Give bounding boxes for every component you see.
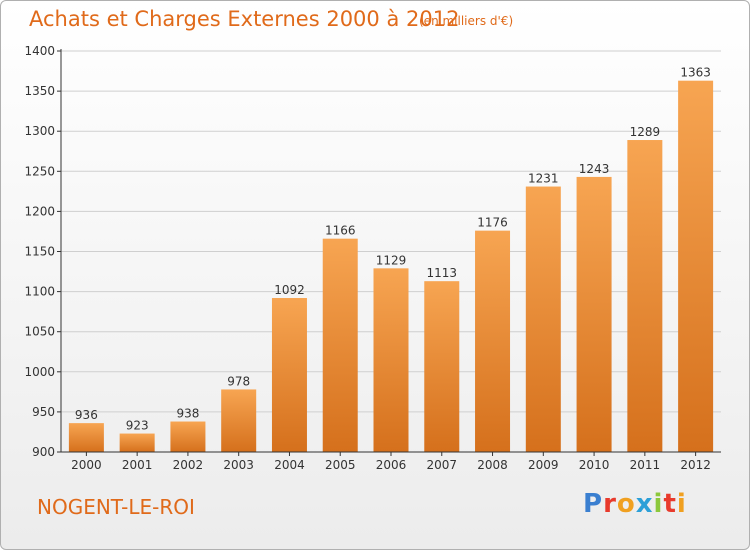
- logo-letter: o: [616, 489, 636, 519]
- logo-letter: t: [663, 489, 677, 519]
- proxiti-logo: Proxiti: [583, 489, 687, 519]
- bar-value-label: 1092: [274, 283, 305, 297]
- bar: [678, 80, 714, 452]
- bar-value-label: 936: [75, 408, 98, 422]
- y-tick-label: 1300: [24, 124, 55, 138]
- y-tick-label: 1350: [24, 84, 55, 98]
- bar: [525, 186, 561, 452]
- bar: [68, 423, 104, 452]
- y-tick-label: 900: [32, 445, 55, 459]
- bar: [322, 238, 358, 452]
- bar-value-label: 1231: [528, 172, 559, 186]
- bar: [119, 433, 155, 452]
- y-tick-label: 950: [32, 405, 55, 419]
- bar: [576, 176, 612, 452]
- x-tick-label: 2003: [223, 458, 254, 472]
- bar: [271, 298, 307, 452]
- bar-value-label: 1176: [477, 216, 508, 230]
- y-tick-label: 1250: [24, 164, 55, 178]
- y-tick-label: 1000: [24, 365, 55, 379]
- labels: 900 950 1000 1050 1100 1150 1200 1250 1300 1350 14…: [24, 44, 710, 472]
- bar: [627, 140, 663, 452]
- bar-value-label: 1243: [579, 162, 610, 176]
- y-tick-label: 1050: [24, 325, 55, 339]
- logo-letter: x: [635, 489, 654, 519]
- x-tick-label: 2012: [680, 458, 711, 472]
- y-tick-label: 1100: [24, 285, 55, 299]
- x-tick-label: 2010: [579, 458, 610, 472]
- x-tick-label: 2011: [630, 458, 661, 472]
- x-tick-label: 2008: [477, 458, 508, 472]
- bar: [424, 281, 460, 452]
- bar-value-label: 1289: [630, 125, 661, 139]
- bar-value-label: 938: [176, 407, 199, 421]
- bar-value-label: 978: [227, 374, 250, 388]
- commune-name: NOGENT-LE-ROI: [37, 495, 195, 519]
- x-tick-label: 2001: [122, 458, 153, 472]
- bar-value-label: 1129: [376, 253, 407, 267]
- chart-subtitle: (en milliers d'€): [419, 14, 514, 28]
- chart-title: Achats et Charges Externes 2000 à 2012: [29, 7, 460, 31]
- x-tick-label: 2007: [426, 458, 457, 472]
- y-tick-label: 1150: [24, 245, 55, 259]
- logo-letter: P: [583, 489, 604, 519]
- y-tick-label: 1200: [24, 204, 55, 218]
- x-tick-label: 2000: [71, 458, 102, 472]
- x-tick-label: 2006: [376, 458, 407, 472]
- x-tick-label: 2004: [274, 458, 305, 472]
- bar: [475, 230, 511, 452]
- x-tick-label: 2005: [325, 458, 356, 472]
- bar-value-label: 923: [126, 419, 149, 433]
- logo-letter: i: [676, 489, 687, 519]
- bar-value-label: 1113: [426, 266, 457, 280]
- logo-letter: r: [603, 489, 617, 519]
- bar: [170, 421, 206, 452]
- x-tick-label: 2009: [528, 458, 559, 472]
- bars: [68, 80, 714, 452]
- bar: [221, 389, 257, 452]
- x-tick-label: 2002: [173, 458, 204, 472]
- axes: [57, 49, 721, 456]
- bar: [373, 268, 409, 452]
- y-tick-label: 1400: [24, 44, 55, 58]
- bar-value-label: 1363: [680, 66, 711, 80]
- bar-value-label: 1166: [325, 224, 356, 238]
- logo-letter: i: [653, 489, 664, 519]
